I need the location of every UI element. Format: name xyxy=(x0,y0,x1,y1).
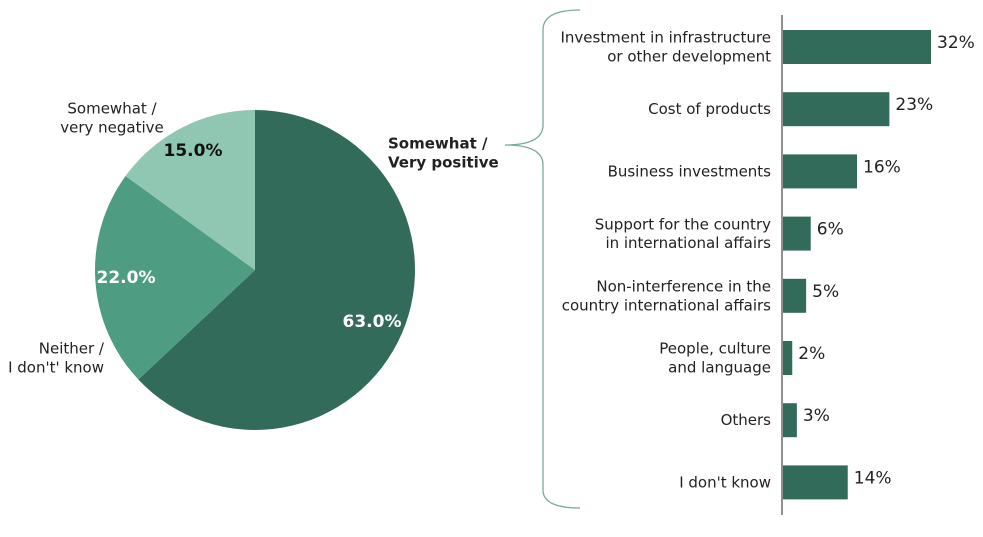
bar xyxy=(783,278,807,313)
value-label: 23% xyxy=(895,95,933,115)
category-label: I don't know xyxy=(679,473,771,491)
value-label: 16% xyxy=(863,157,901,177)
slice-label: Somewhat / Very positive xyxy=(388,134,499,171)
bar xyxy=(783,154,857,189)
slice-label: Somewhat / very negative xyxy=(60,99,164,136)
pie-slice xyxy=(138,110,416,430)
pie-slice xyxy=(125,110,255,270)
bar xyxy=(783,92,890,127)
bar xyxy=(783,465,848,500)
value-label: 14% xyxy=(854,468,892,488)
bar xyxy=(783,216,811,251)
bracket xyxy=(504,9,581,509)
value-label: 22.0% xyxy=(97,268,156,288)
bar xyxy=(783,341,793,375)
bar xyxy=(783,30,931,64)
category-label: Business investments xyxy=(608,162,772,180)
value-label: 5% xyxy=(812,282,839,302)
value-label: 63.0% xyxy=(343,312,402,332)
slice-label: Neither / I don't' know xyxy=(8,339,105,376)
category-label: People, culture and language xyxy=(659,339,771,376)
value-label: 2% xyxy=(798,344,825,364)
category-label: Others xyxy=(721,411,772,429)
value-label: 15.0% xyxy=(164,141,223,161)
category-label: Support for the country in international … xyxy=(595,215,771,252)
value-label: 3% xyxy=(803,406,830,426)
category-label: Cost of products xyxy=(648,100,771,118)
value-label: 6% xyxy=(817,220,844,240)
category-label: Non-interference in the country internati… xyxy=(562,277,771,314)
value-label: 32% xyxy=(937,33,975,53)
category-label: Investment in infrastructure or other dev… xyxy=(560,28,771,65)
pie-slice xyxy=(94,175,255,380)
bar xyxy=(783,403,797,438)
